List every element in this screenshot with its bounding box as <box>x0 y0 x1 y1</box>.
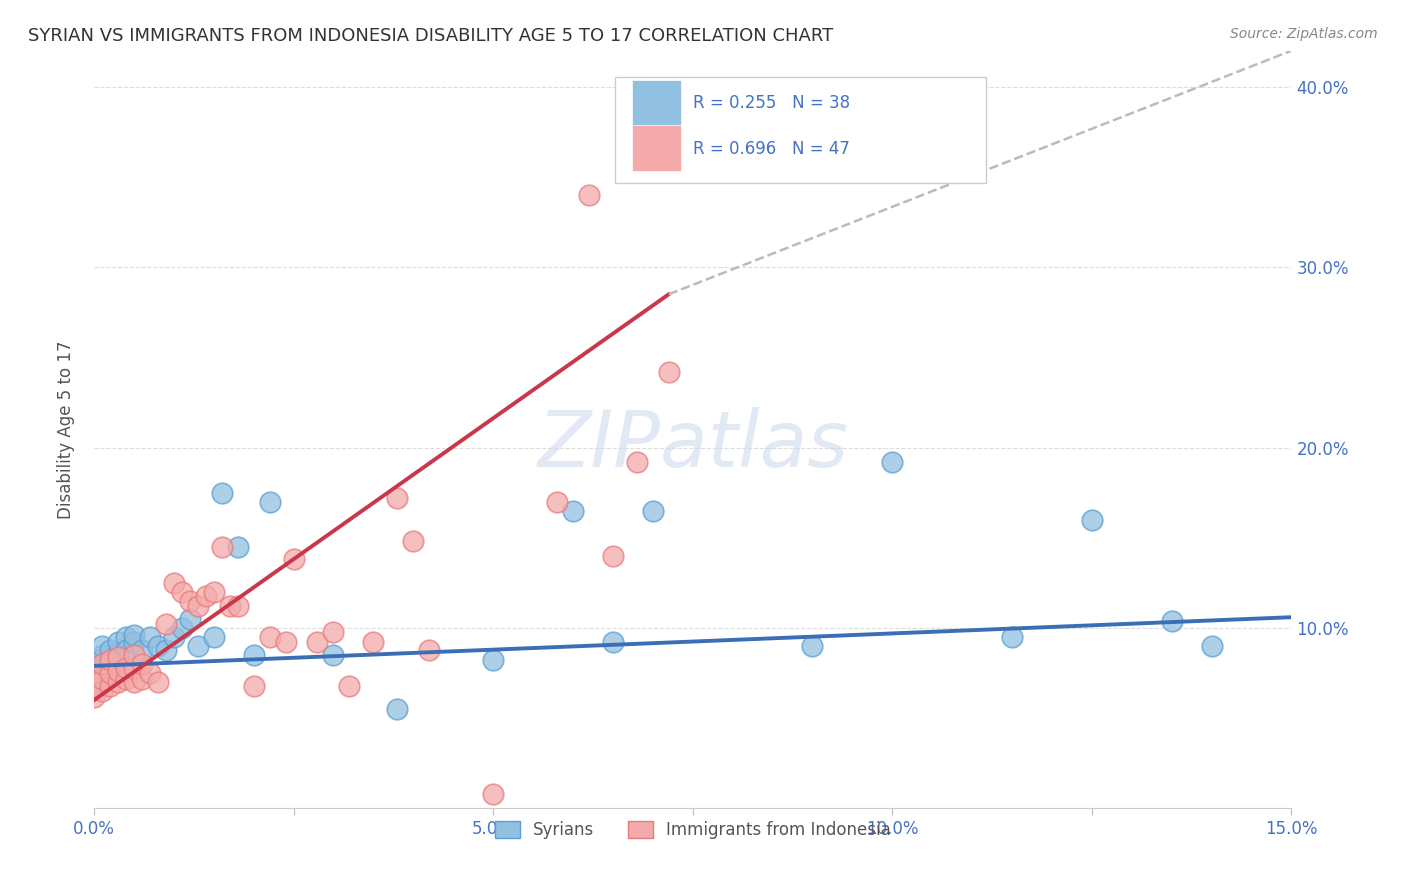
Point <box>402 534 425 549</box>
Point <box>187 639 209 653</box>
Point <box>626 455 648 469</box>
Point <box>122 628 145 642</box>
Point <box>115 630 138 644</box>
Point <box>107 646 129 660</box>
Text: R = 0.255   N = 38: R = 0.255 N = 38 <box>693 95 849 112</box>
Point <box>218 599 240 614</box>
Point <box>139 630 162 644</box>
Point <box>83 653 105 667</box>
Point <box>322 624 344 639</box>
Point <box>170 621 193 635</box>
Point <box>882 455 904 469</box>
Point <box>146 675 169 690</box>
Point <box>98 679 121 693</box>
Point <box>98 653 121 667</box>
Point <box>641 504 664 518</box>
Point <box>83 666 105 681</box>
Point <box>83 675 105 690</box>
Point <box>259 630 281 644</box>
Point <box>170 585 193 599</box>
Point <box>1001 630 1024 644</box>
Point <box>274 635 297 649</box>
Point <box>194 589 217 603</box>
Legend: Syrians, Immigrants from Indonesia: Syrians, Immigrants from Indonesia <box>488 814 897 846</box>
Point <box>242 648 264 662</box>
Point <box>363 635 385 649</box>
Point <box>115 642 138 657</box>
Point <box>1201 639 1223 653</box>
Point <box>418 642 440 657</box>
Point <box>259 494 281 508</box>
Point <box>801 639 824 653</box>
Point <box>107 635 129 649</box>
Point <box>387 702 409 716</box>
FancyBboxPatch shape <box>631 125 681 171</box>
Point <box>107 649 129 664</box>
Point <box>90 684 112 698</box>
Text: SYRIAN VS IMMIGRANTS FROM INDONESIA DISABILITY AGE 5 TO 17 CORRELATION CHART: SYRIAN VS IMMIGRANTS FROM INDONESIA DISA… <box>28 27 834 45</box>
Point <box>131 672 153 686</box>
Point <box>122 675 145 690</box>
Point <box>578 188 600 202</box>
Text: Source: ZipAtlas.com: Source: ZipAtlas.com <box>1230 27 1378 41</box>
Point <box>482 787 505 801</box>
Y-axis label: Disability Age 5 to 17: Disability Age 5 to 17 <box>58 341 75 519</box>
Point <box>211 540 233 554</box>
Point <box>98 642 121 657</box>
Point <box>90 657 112 672</box>
Point <box>387 491 409 505</box>
Point <box>131 657 153 672</box>
FancyBboxPatch shape <box>614 78 986 183</box>
Point <box>1081 513 1104 527</box>
Point <box>226 599 249 614</box>
Point <box>98 666 121 681</box>
Point <box>139 666 162 681</box>
Point <box>202 630 225 644</box>
Point <box>658 365 681 379</box>
Point <box>90 661 112 675</box>
Point <box>90 648 112 662</box>
Point <box>146 639 169 653</box>
Point <box>179 594 201 608</box>
FancyBboxPatch shape <box>631 80 681 126</box>
Point <box>283 552 305 566</box>
Point <box>561 504 583 518</box>
Point <box>122 648 145 662</box>
Point <box>122 661 145 675</box>
Point <box>98 657 121 672</box>
Point <box>602 549 624 563</box>
Point <box>226 540 249 554</box>
Point <box>602 635 624 649</box>
Point <box>242 679 264 693</box>
Point <box>322 648 344 662</box>
Point <box>546 494 568 508</box>
Point <box>1160 614 1182 628</box>
Point <box>107 665 129 679</box>
Point <box>179 612 201 626</box>
Point <box>122 635 145 649</box>
Point <box>307 635 329 649</box>
Point <box>211 485 233 500</box>
Point <box>90 639 112 653</box>
Point <box>187 599 209 614</box>
Point <box>202 585 225 599</box>
Point <box>115 661 138 675</box>
Point <box>163 575 186 590</box>
Point <box>155 617 177 632</box>
Point <box>131 642 153 657</box>
Point <box>163 630 186 644</box>
Point <box>83 690 105 704</box>
Point <box>482 653 505 667</box>
Text: ZIPatlas: ZIPatlas <box>537 407 848 483</box>
Point <box>115 672 138 686</box>
Point <box>107 675 129 690</box>
Text: R = 0.696   N = 47: R = 0.696 N = 47 <box>693 140 849 158</box>
Point <box>155 642 177 657</box>
Point <box>90 672 112 686</box>
Point <box>339 679 361 693</box>
